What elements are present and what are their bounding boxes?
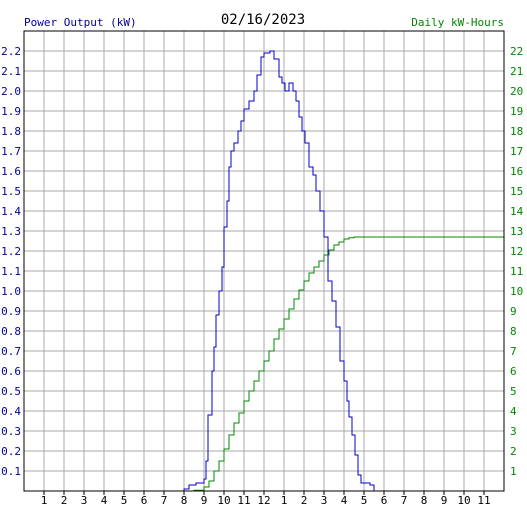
right-tick-label: 12 <box>510 245 523 258</box>
left-tick-label: 0.8 <box>1 325 21 338</box>
x-tick-label: 3 <box>81 494 88 507</box>
left-tick-label: 1.7 <box>1 145 21 158</box>
left-tick-label: 0.3 <box>1 425 21 438</box>
right-tick-label: 16 <box>510 165 523 178</box>
x-tick-label: 8 <box>181 494 188 507</box>
x-tick-label: 4 <box>341 494 348 507</box>
right-tick-label: 6 <box>510 365 517 378</box>
left-axis-ticks: 0.1 0.2 0.3 0.4 0.5 0.6 0.7 0.8 0.9 1.0 1.1 1.2 1.3 1… <box>1 45 21 478</box>
chart-title: 02/16/2023 <box>221 12 305 28</box>
left-tick-label: 0.6 <box>1 365 21 378</box>
left-tick-label: 0.7 <box>1 345 21 358</box>
left-tick-label: 2.0 <box>1 85 21 98</box>
x-tick-label: 12 <box>257 494 270 507</box>
right-tick-label: 20 <box>510 85 523 98</box>
left-tick-label: 1.5 <box>1 185 21 198</box>
x-tick-label: 1 <box>41 494 48 507</box>
x-tick-label: 6 <box>381 494 388 507</box>
left-tick-label: 0.1 <box>1 465 21 478</box>
x-tick-label: 7 <box>401 494 408 507</box>
right-tick-label: 14 <box>510 205 524 218</box>
left-tick-label: 1.9 <box>1 105 21 118</box>
left-tick-label: 0.5 <box>1 385 21 398</box>
right-tick-label: 4 <box>510 405 517 418</box>
right-tick-label: 17 <box>510 145 523 158</box>
x-tick-label: 9 <box>441 494 448 507</box>
left-tick-label: 1.1 <box>1 265 21 278</box>
left-tick-label: 2.1 <box>1 65 21 78</box>
x-tick-label: 5 <box>121 494 128 507</box>
x-tick-label: 9 <box>201 494 208 507</box>
right-axis-label: Daily kW-Hours <box>411 16 504 29</box>
x-tick-label: 11 <box>237 494 250 507</box>
right-tick-label: 2 <box>510 445 517 458</box>
right-tick-label: 3 <box>510 425 517 438</box>
right-tick-label: 11 <box>510 265 523 278</box>
right-tick-label: 21 <box>510 65 523 78</box>
series <box>180 50 504 492</box>
x-tick-label: 3 <box>321 494 328 507</box>
right-tick-label: 1 <box>510 465 517 478</box>
right-tick-label: 13 <box>510 225 523 238</box>
x-tick-label: 10 <box>217 494 230 507</box>
left-tick-label: 0.9 <box>1 305 21 318</box>
right-tick-label: 8 <box>510 325 517 338</box>
daily-kwh-line <box>180 236 504 492</box>
right-tick-label: 19 <box>510 105 523 118</box>
right-tick-label: 7 <box>510 345 517 358</box>
x-tick-label: 8 <box>421 494 428 507</box>
left-tick-label: 1.3 <box>1 225 21 238</box>
x-axis-labels: 1 2 3 4 5 6 7 8 9 10 11 12 1 2 3 4 5 6 7 8 9 10 11 <box>41 491 491 507</box>
x-tick-label: 5 <box>361 494 368 507</box>
x-tick-label: 11 <box>477 494 490 507</box>
x-tick-label: 2 <box>61 494 68 507</box>
left-tick-label: 0.4 <box>1 405 21 418</box>
x-tick-label: 7 <box>161 494 168 507</box>
right-tick-label: 18 <box>510 125 523 138</box>
right-tick-label: 10 <box>510 285 523 298</box>
left-tick-label: 2.2 <box>1 45 21 58</box>
plot-frame <box>23 30 505 492</box>
left-axis-label: Power Output (kW) <box>24 16 137 29</box>
x-tick-label: 6 <box>141 494 148 507</box>
left-tick-label: 1.4 <box>1 205 21 218</box>
x-tick-label: 1 <box>281 494 288 507</box>
grid <box>24 31 504 491</box>
x-tick-label: 4 <box>101 494 108 507</box>
right-tick-label: 9 <box>510 305 517 318</box>
right-tick-label: 15 <box>510 185 523 198</box>
left-tick-label: 1.6 <box>1 165 21 178</box>
power-output-line <box>180 50 375 492</box>
left-tick-label: 1.2 <box>1 245 21 258</box>
left-tick-label: 1.8 <box>1 125 21 138</box>
x-tick-label: 10 <box>457 494 470 507</box>
left-tick-label: 0.2 <box>1 445 21 458</box>
left-tick-label: 1.0 <box>1 285 21 298</box>
right-tick-label: 5 <box>510 385 517 398</box>
x-tick-label: 2 <box>301 494 308 507</box>
right-tick-label: 22 <box>510 45 523 58</box>
